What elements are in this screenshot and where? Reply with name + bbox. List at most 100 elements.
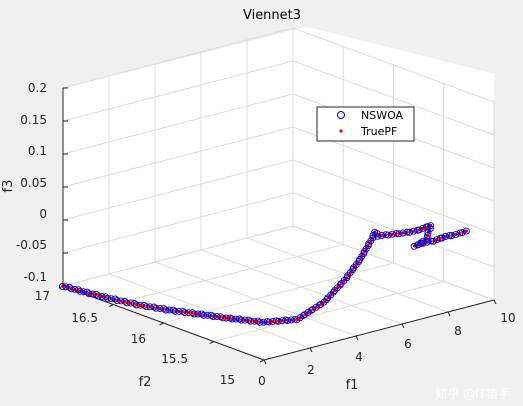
y-tick-mark <box>209 341 214 344</box>
nswoa-point <box>307 306 315 314</box>
nswoa-point <box>429 237 437 245</box>
nswoa-point <box>228 315 236 323</box>
y-tick-mark <box>109 304 114 307</box>
nswoa-point <box>424 231 431 239</box>
legend-nswoa-label: NSWOA <box>361 109 404 122</box>
x-axis-label: f1 <box>346 378 359 393</box>
z-tick-label: 0.1 <box>28 144 47 158</box>
legend-nswoa-marker <box>337 111 345 119</box>
nswoa-point <box>284 317 292 325</box>
nswoa-point <box>274 317 282 325</box>
nswoa-point <box>162 306 170 314</box>
y-tick-label: 16 <box>131 332 146 346</box>
nswoa-point <box>152 304 160 312</box>
nswoa-point <box>76 287 84 295</box>
nswoa-point <box>446 231 453 239</box>
x-tick-label: 0 <box>258 374 266 388</box>
gridline <box>62 159 294 221</box>
nswoa-point <box>117 297 125 305</box>
gridline <box>62 126 294 188</box>
nswoa-point <box>85 290 93 298</box>
truepf-point <box>364 246 368 251</box>
x-axis-line <box>263 299 495 361</box>
nswoa-point <box>369 232 377 239</box>
nswoa-point <box>456 229 464 237</box>
x-tick-mark <box>355 335 359 341</box>
x-tick-label: 2 <box>307 363 315 377</box>
y-axis-label: f2 <box>139 375 152 390</box>
x-tick-mark <box>493 299 497 305</box>
z-tick-label: 0.05 <box>20 176 47 190</box>
nswoa-point <box>403 228 411 236</box>
nswoa-point <box>378 232 386 239</box>
x-tick-label: 8 <box>454 324 462 338</box>
nswoa-point <box>441 233 449 240</box>
z-tick-label: 0.15 <box>20 113 47 127</box>
gridline <box>62 27 294 89</box>
nswoa-point <box>399 229 407 237</box>
y-tick-label: 15 <box>220 373 235 387</box>
nswoa-point <box>104 294 112 302</box>
nswoa-point <box>452 230 460 238</box>
nswoa-point <box>384 231 392 239</box>
nswoa-point <box>427 222 435 230</box>
grid-lines <box>62 27 495 361</box>
nswoa-point <box>127 299 135 307</box>
nswoa-point <box>438 234 446 242</box>
nswoa-point <box>256 318 264 326</box>
z-axis-label: f3 <box>1 180 16 193</box>
gridline <box>62 225 294 287</box>
gridline <box>213 281 444 342</box>
nswoa-point <box>315 301 323 309</box>
nswoa-point <box>462 227 470 235</box>
nswoa-point <box>133 301 140 309</box>
x-tick-mark <box>263 359 267 365</box>
nswoa-point <box>190 310 198 318</box>
floor-panel <box>63 248 494 360</box>
gridline <box>62 192 294 254</box>
nswoa-point <box>374 232 382 240</box>
nswoa-point <box>107 295 115 303</box>
watermark: 知乎 @IT猿手 <box>435 386 510 401</box>
x-tick-label: 6 <box>404 337 412 351</box>
axis-lines <box>58 87 497 365</box>
nswoa-point <box>209 313 217 321</box>
truepf-point <box>360 254 364 259</box>
nswoa-point <box>373 230 381 238</box>
x-tick-mark <box>447 311 451 317</box>
z-tick-label: 0 <box>39 207 47 221</box>
nswoa-point <box>200 311 208 319</box>
z-tick-label: -0.05 <box>16 238 47 252</box>
chart-title: Viennet3 <box>243 8 301 23</box>
nswoa-point <box>330 288 337 296</box>
nswoa-point <box>265 318 273 326</box>
y-tick-mark <box>259 359 265 363</box>
z-tick-label: -0.1 <box>24 270 47 284</box>
legend-truepf-marker <box>339 129 343 133</box>
legend-box <box>316 106 415 142</box>
nswoa-point <box>336 281 344 289</box>
y-tick-label: 16.5 <box>71 311 98 325</box>
nswoa-point <box>415 226 423 234</box>
nswoa-point <box>123 299 131 307</box>
x-tick-label: 10 <box>500 311 515 325</box>
y-tick-label: 15.5 <box>161 352 188 366</box>
nswoa-point <box>448 232 456 239</box>
truepf-point <box>369 239 373 243</box>
nswoa-point <box>113 297 121 305</box>
legend: NSWOA TruePF <box>316 106 415 142</box>
nswoa-markers <box>58 222 470 326</box>
y-tick-mark <box>159 322 164 326</box>
z-tick-label: 0.2 <box>28 81 47 95</box>
nswoa-point <box>323 295 331 303</box>
x-tick-mark <box>401 323 405 329</box>
nswoa-point <box>67 285 75 293</box>
nswoa-point <box>419 239 427 247</box>
nswoa-point <box>419 237 427 245</box>
nswoa-point <box>142 303 150 311</box>
nswoa-point <box>410 242 418 250</box>
nswoa-point <box>171 307 179 315</box>
nswoa-point <box>458 229 466 237</box>
nswoa-point <box>181 309 189 317</box>
